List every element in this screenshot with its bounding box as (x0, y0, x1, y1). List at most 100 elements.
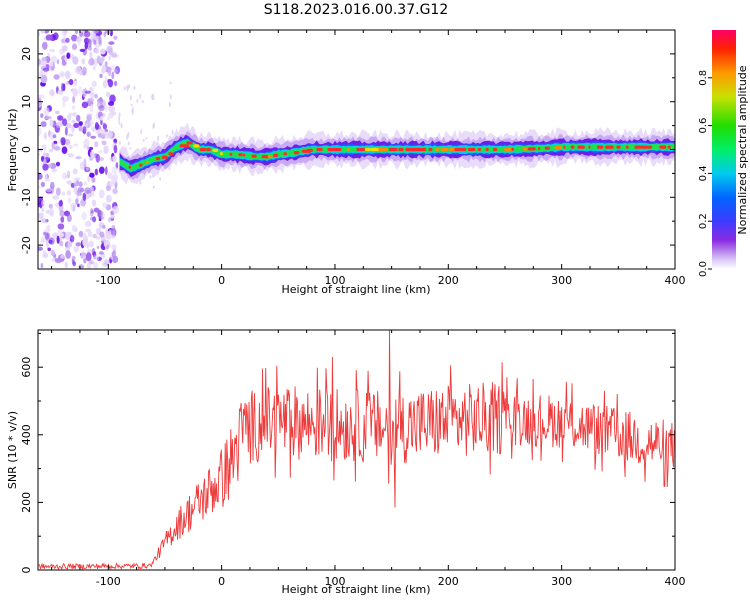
x-tick-label: 0 (218, 575, 225, 588)
noise-speck (82, 192, 87, 202)
noise-speck (104, 129, 109, 132)
noise-speck (99, 157, 105, 161)
noise-speck (38, 185, 42, 189)
noise-speck (68, 133, 74, 137)
y-tick-label: 0 (20, 146, 33, 153)
x-tick-label: 200 (438, 575, 459, 588)
noise-speck (111, 250, 116, 259)
ridge-core (273, 153, 279, 157)
noise-speck (75, 242, 82, 247)
noise-speck (104, 61, 108, 67)
ridge-core (640, 145, 649, 149)
noise-speck (104, 132, 111, 139)
noise-speck (152, 185, 155, 189)
noise-speck (48, 89, 55, 96)
noise-speck (104, 244, 109, 251)
noise-speck (40, 263, 44, 269)
noise-speck (40, 30, 46, 34)
ridge-core (588, 145, 591, 149)
noise-speck (45, 34, 53, 41)
noise-speck (106, 194, 112, 203)
noise-speck (84, 30, 88, 33)
y-tick-label: 20 (20, 47, 33, 61)
noise-speck (48, 131, 56, 141)
y-tick-label: 200 (20, 492, 33, 513)
noise-speck (93, 30, 99, 34)
snr-x-label: Height of straight line (km) (281, 583, 430, 596)
ridge-core (306, 148, 313, 152)
noise-speck (105, 104, 108, 113)
noise-speck (106, 91, 111, 98)
ridge-core (417, 147, 427, 152)
noise-speck (87, 97, 94, 102)
noise-speck (55, 187, 61, 196)
noise-speck (82, 66, 87, 76)
noise-speck (65, 250, 71, 259)
noise-speck (48, 148, 54, 153)
ridge-core (493, 147, 498, 152)
noise-speck (93, 58, 98, 67)
noise-speck (74, 30, 79, 35)
noise-speck (50, 162, 57, 170)
noise-speck (74, 81, 78, 87)
noise-speck (78, 181, 83, 188)
noise-speck (79, 48, 86, 53)
noise-speck (98, 222, 105, 229)
x-tick-label: 0 (218, 274, 225, 287)
noise-speck (66, 180, 73, 185)
noise-speck (55, 161, 61, 167)
noise-speck (77, 38, 81, 46)
ridge-core (440, 147, 449, 152)
figure-title: S118.2023.016.00.37.G12 (264, 2, 449, 18)
noise-speck (112, 155, 117, 162)
noise-speck (79, 161, 85, 170)
noise-speck (59, 210, 66, 217)
noise-speck (38, 152, 41, 157)
noise-speck (112, 173, 118, 181)
noise-speck (62, 172, 67, 180)
ridge-core (616, 145, 621, 149)
ridge-core (168, 152, 174, 156)
noise-speck (73, 245, 80, 253)
noise-speck (94, 255, 100, 261)
noise-speck (98, 189, 105, 199)
noise-speck (99, 48, 106, 55)
noise-speck (84, 42, 89, 50)
y-tick-label: 400 (20, 424, 33, 445)
noise-speck (110, 53, 118, 58)
ridge-green (119, 139, 675, 172)
noise-speck (84, 220, 92, 227)
noise-speck (68, 145, 73, 150)
noise-speck (38, 58, 41, 65)
noise-speck (103, 259, 110, 266)
ridge-core (243, 153, 246, 157)
noise-speck (59, 70, 65, 78)
ridge-core (454, 147, 461, 152)
noise-speck (81, 58, 86, 65)
noise-speck (58, 200, 63, 207)
noise-speck (100, 115, 104, 121)
x-tick-label: -100 (96, 575, 121, 588)
noise-speck (108, 217, 111, 222)
noise-speck (72, 261, 76, 267)
noise-speck (79, 199, 86, 207)
x-tick-label: 100 (324, 575, 345, 588)
ridge-core (563, 145, 566, 149)
ridge-core (554, 146, 563, 150)
noise-speck (118, 116, 121, 122)
noise-speck (67, 197, 72, 204)
noise-speck (77, 86, 83, 95)
ridge-core (365, 147, 371, 152)
noise-speck (53, 74, 60, 80)
noise-speck (49, 48, 56, 53)
ridge-core (449, 147, 456, 152)
noise-speck (76, 114, 81, 122)
noise-speck (112, 188, 118, 195)
noise-speck (152, 96, 155, 101)
noise-speck (81, 211, 88, 221)
noise-speck (56, 59, 60, 65)
noise-speck (45, 209, 51, 214)
noise-speck (89, 51, 93, 60)
ridge-core (605, 145, 614, 149)
colorbar-tick-label: 0.6 (698, 118, 709, 134)
